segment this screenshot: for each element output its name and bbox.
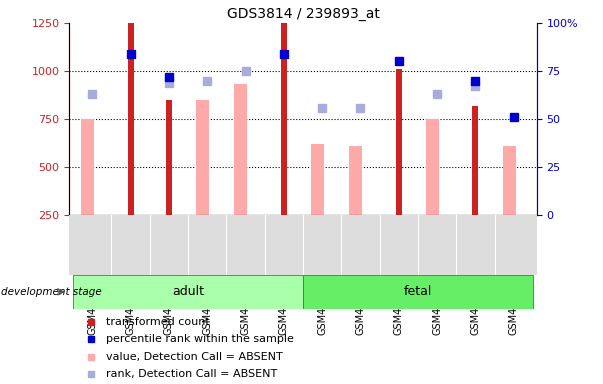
Bar <box>166 100 172 215</box>
Text: development stage: development stage <box>1 287 102 297</box>
Bar <box>235 84 247 215</box>
Text: value, Detection Call = ABSENT: value, Detection Call = ABSENT <box>107 352 283 362</box>
Bar <box>196 100 209 215</box>
Bar <box>128 13 134 215</box>
Title: GDS3814 / 239893_at: GDS3814 / 239893_at <box>227 7 379 21</box>
Bar <box>81 119 94 215</box>
Bar <box>73 275 303 309</box>
Bar <box>311 144 324 215</box>
Bar <box>349 146 362 215</box>
Bar <box>503 146 516 215</box>
Bar <box>303 275 533 309</box>
Bar <box>281 0 287 215</box>
Text: adult: adult <box>172 285 204 298</box>
Bar <box>472 106 478 215</box>
Bar <box>396 69 402 215</box>
Bar <box>426 119 439 215</box>
Text: percentile rank within the sample: percentile rank within the sample <box>107 334 294 344</box>
Text: fetal: fetal <box>404 285 432 298</box>
Text: transformed count: transformed count <box>107 317 210 327</box>
Text: rank, Detection Call = ABSENT: rank, Detection Call = ABSENT <box>107 369 278 379</box>
